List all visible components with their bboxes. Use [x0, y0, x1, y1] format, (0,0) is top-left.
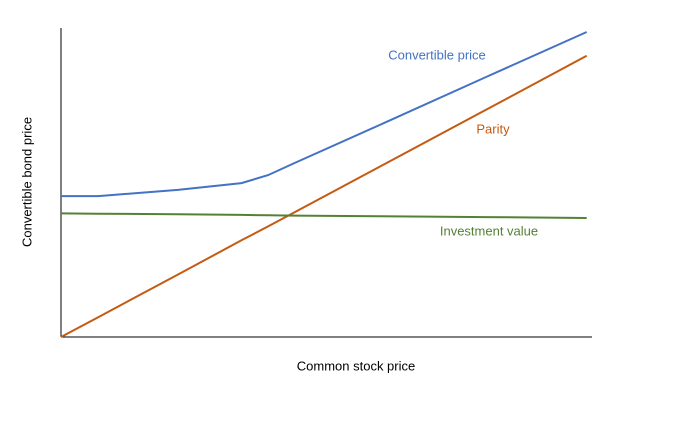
- series-line: [60, 54, 588, 338]
- x-axis-label: Common stock price: [297, 358, 415, 373]
- series-label: Investment value: [440, 223, 538, 238]
- series-line: [61, 31, 588, 198]
- series-line: [60, 212, 587, 219]
- series-label: Convertible price: [388, 47, 486, 62]
- y-axis-label: Convertible bond price: [19, 117, 34, 247]
- series-label: Parity: [476, 121, 510, 136]
